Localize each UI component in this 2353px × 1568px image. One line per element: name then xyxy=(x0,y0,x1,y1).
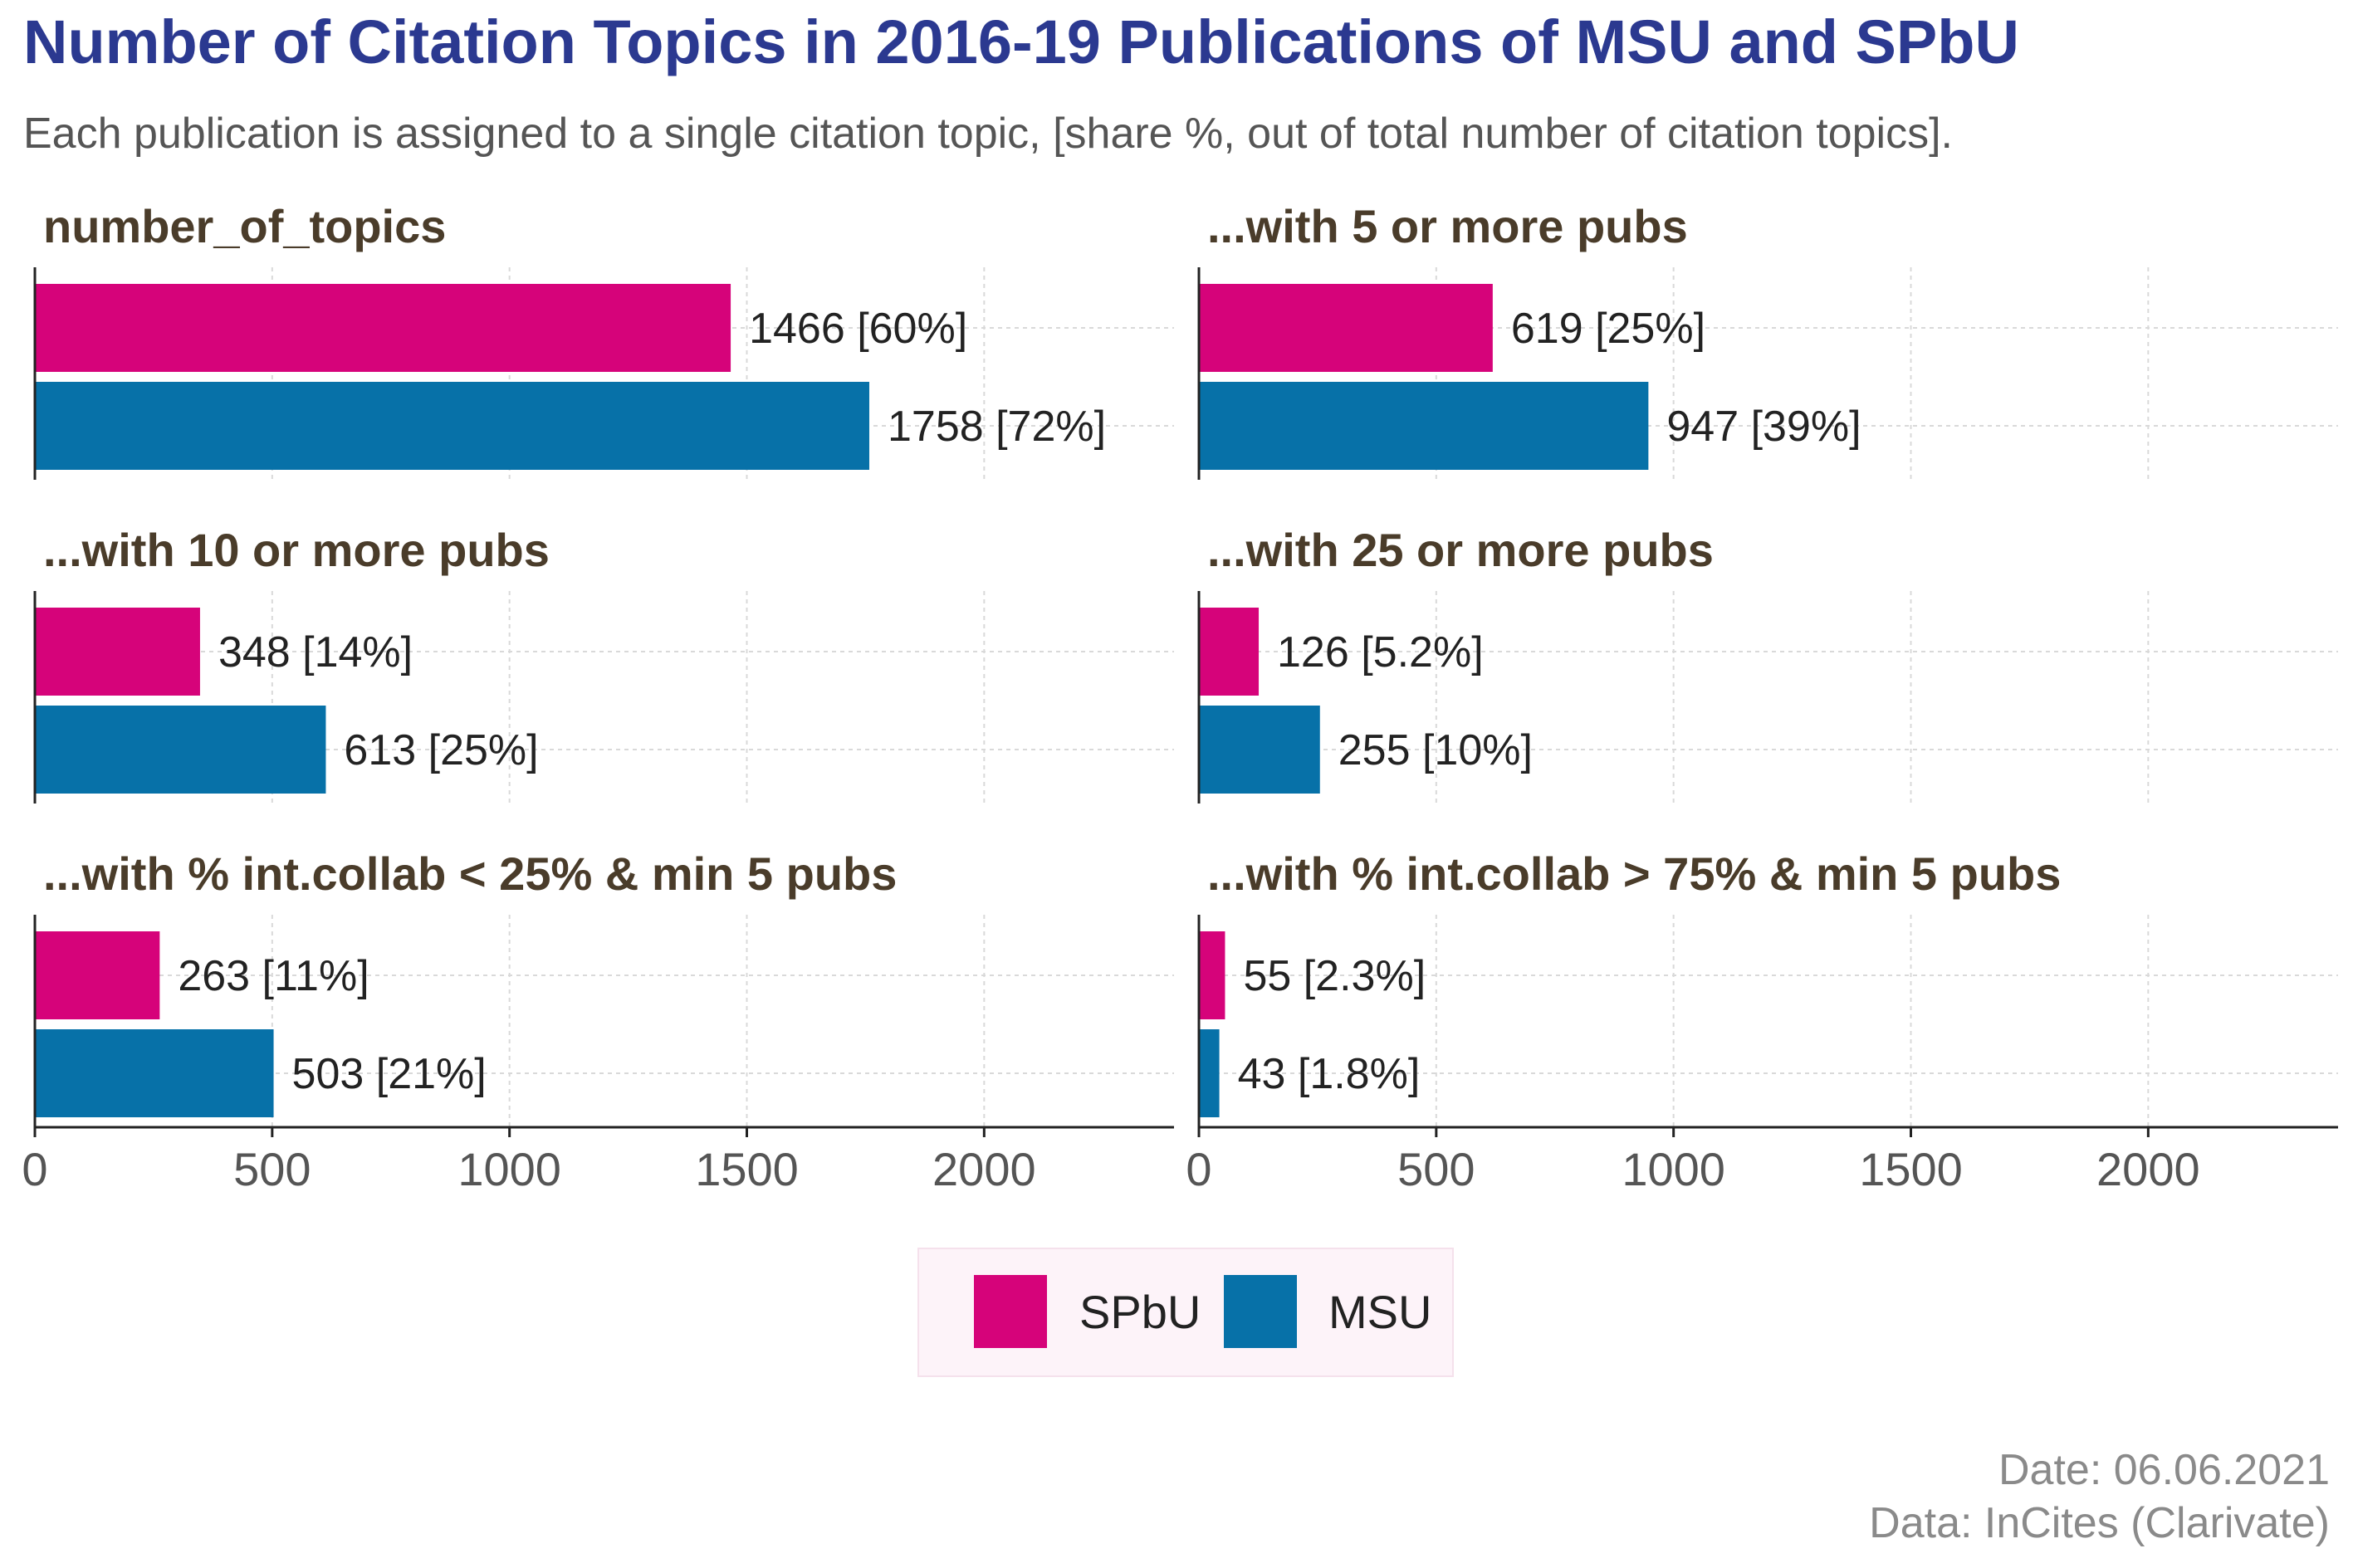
x-tick-label: 1000 xyxy=(457,1143,561,1195)
chart-subtitle: Each publication is assigned to a single… xyxy=(23,110,1953,158)
facet-panel: ...with % int.collab > 75% & min 5 pubs 5… xyxy=(1186,848,2338,1195)
facet-panels: number_of_topics 1466 [60%] 1758 [72%] ...w… xyxy=(22,200,2338,1195)
bar-msu xyxy=(1199,706,1320,794)
bar-spbu xyxy=(35,608,200,696)
caption-date: Date: 06.06.2021 xyxy=(1998,1446,2330,1494)
bar-value-label: 619 [25%] xyxy=(1511,305,1705,353)
x-tick-label: 1500 xyxy=(695,1143,799,1195)
bar-msu xyxy=(35,1029,274,1117)
bar-value-label: 263 [11%] xyxy=(178,952,369,1000)
bar-value-label: 503 [21%] xyxy=(292,1050,487,1098)
x-tick-label: 500 xyxy=(1397,1143,1475,1195)
bar-value-label: 55 [2.3%] xyxy=(1243,952,1426,1000)
bar-value-label: 43 [1.8%] xyxy=(1238,1050,1421,1098)
x-tick-label: 2000 xyxy=(2096,1143,2200,1195)
bar-msu xyxy=(1199,382,1649,470)
bar-spbu xyxy=(1199,931,1225,1019)
bar-spbu xyxy=(1199,608,1260,696)
x-tick-label: 0 xyxy=(1186,1143,1211,1195)
legend: SPbU MSU xyxy=(917,1248,1454,1377)
x-tick-label: 500 xyxy=(233,1143,311,1195)
facet-title: ...with % int.collab < 25% & min 5 pubs xyxy=(43,848,897,900)
bar-spbu xyxy=(35,284,731,372)
x-tick-label: 2000 xyxy=(932,1143,1036,1195)
facet-title: number_of_topics xyxy=(43,200,446,252)
bar-spbu xyxy=(1199,284,1493,372)
legend-swatch-msu xyxy=(1224,1275,1297,1348)
legend-label-msu: MSU xyxy=(1328,1286,1431,1338)
legend-label-spbu: SPbU xyxy=(1079,1286,1201,1338)
bar-value-label: 1466 [60%] xyxy=(749,305,967,353)
facet-panel: ...with % int.collab < 25% & min 5 pubs 2… xyxy=(22,848,1174,1195)
facet-panel: ...with 10 or more pubs 348 [14%] 613 [25%… xyxy=(33,524,1174,804)
bar-value-label: 348 [14%] xyxy=(218,628,413,677)
bar-value-label: 126 [5.2%] xyxy=(1277,628,1484,677)
facet-panel: ...with 5 or more pubs 619 [25%] 947 [39%] xyxy=(1197,200,2338,480)
facet-title: ...with % int.collab > 75% & min 5 pubs xyxy=(1207,848,2061,900)
bar-msu xyxy=(1199,1029,1220,1117)
facet-panel: ...with 25 or more pubs 126 [5.2%] 255 [10… xyxy=(1197,524,2338,804)
bar-value-label: 255 [10%] xyxy=(1338,726,1533,774)
legend-swatch-spbu xyxy=(974,1275,1047,1348)
bar-value-label: 947 [39%] xyxy=(1666,403,1861,451)
bar-spbu xyxy=(35,931,160,1019)
facet-title: ...with 10 or more pubs xyxy=(43,524,550,576)
facet-title: ...with 5 or more pubs xyxy=(1207,200,1688,252)
bar-value-label: 613 [25%] xyxy=(344,726,538,774)
bar-msu xyxy=(35,706,326,794)
x-tick-label: 1000 xyxy=(1622,1143,1725,1195)
chart-title: Number of Citation Topics in 2016-19 Pub… xyxy=(23,7,2019,76)
bar-value-label: 1758 [72%] xyxy=(888,403,1106,451)
x-tick-label: 0 xyxy=(22,1143,47,1195)
bar-msu xyxy=(35,382,869,470)
facet-title: ...with 25 or more pubs xyxy=(1207,524,1714,576)
caption-source: Data: InCites (Clarivate) xyxy=(1869,1499,2330,1547)
facet-panel: number_of_topics 1466 [60%] 1758 [72%] xyxy=(33,200,1174,480)
x-tick-label: 1500 xyxy=(1859,1143,1963,1195)
